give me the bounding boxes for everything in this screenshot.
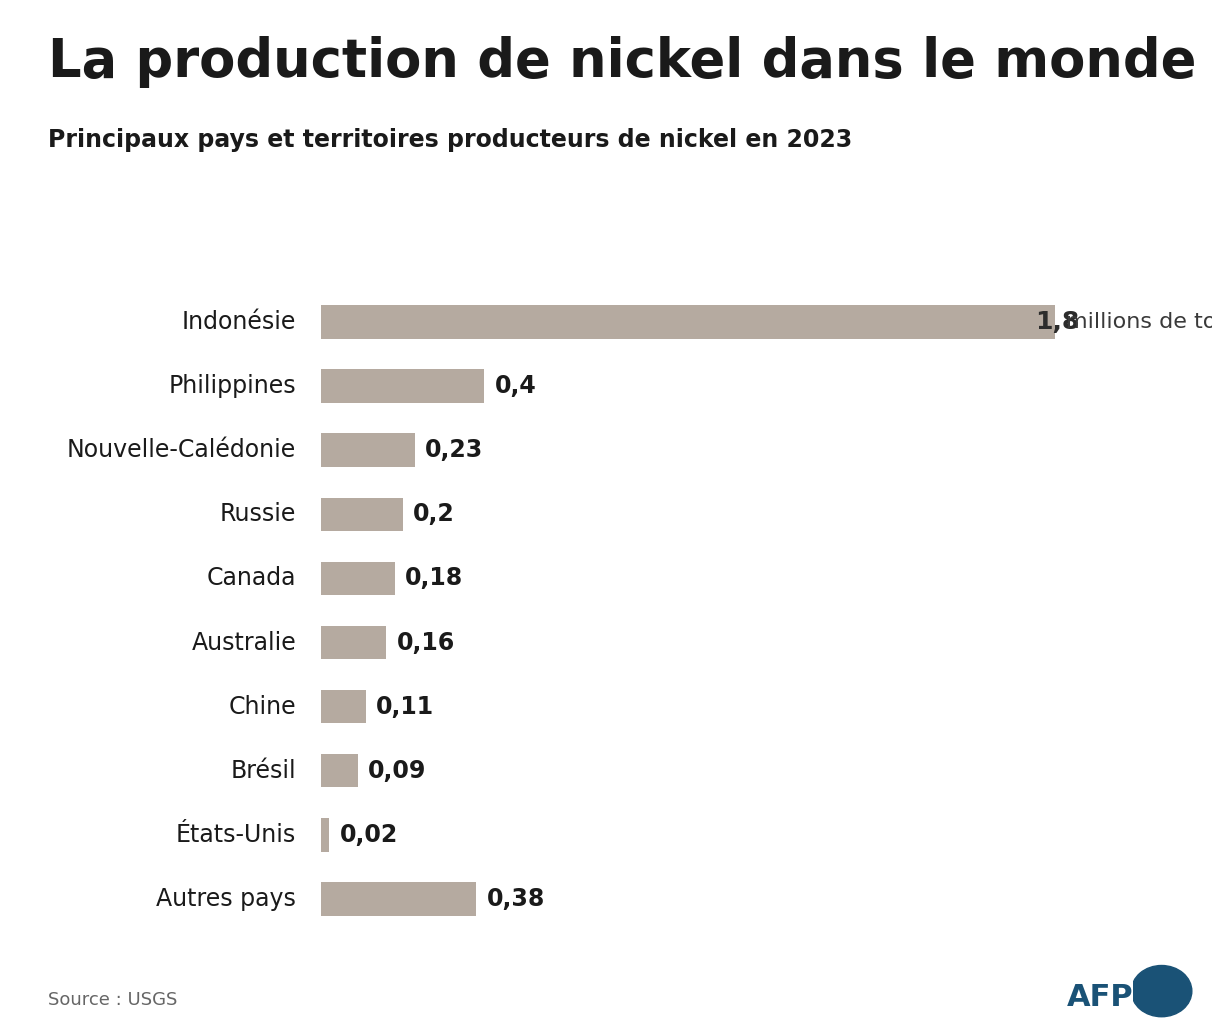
Text: 0,16: 0,16 — [396, 631, 454, 655]
Text: Indonésie: Indonésie — [182, 310, 296, 333]
Text: AFP: AFP — [1067, 983, 1133, 1012]
Bar — [321, 433, 415, 467]
Bar — [321, 562, 395, 595]
Bar — [321, 819, 330, 852]
Text: 0,2: 0,2 — [413, 503, 454, 526]
Text: Autres pays: Autres pays — [156, 887, 296, 911]
Bar — [321, 754, 358, 788]
Text: Principaux pays et territoires producteurs de nickel en 2023: Principaux pays et territoires producteu… — [48, 128, 853, 152]
Text: Philippines: Philippines — [168, 374, 296, 398]
Text: Source : USGS: Source : USGS — [48, 991, 178, 1010]
Text: 0,23: 0,23 — [425, 438, 484, 462]
Text: La production de nickel dans le monde: La production de nickel dans le monde — [48, 36, 1197, 88]
Text: Chine: Chine — [229, 695, 296, 718]
Bar — [321, 369, 485, 402]
Text: Canada: Canada — [206, 566, 296, 590]
Bar — [321, 498, 402, 531]
Text: Brésil: Brésil — [230, 759, 296, 783]
Text: 0,18: 0,18 — [405, 566, 463, 590]
Text: États-Unis: États-Unis — [176, 823, 296, 846]
Text: 0,38: 0,38 — [486, 887, 544, 911]
Text: 0,02: 0,02 — [339, 823, 398, 846]
Text: 1,8: 1,8 — [1035, 310, 1080, 333]
Text: millions de tonnes: millions de tonnes — [1065, 312, 1212, 331]
Circle shape — [1131, 965, 1191, 1017]
Bar — [321, 882, 476, 915]
Text: 0,11: 0,11 — [376, 695, 434, 718]
Bar — [321, 626, 387, 659]
Text: Russie: Russie — [219, 503, 296, 526]
Bar — [321, 689, 366, 723]
Text: Australie: Australie — [191, 631, 296, 655]
Text: Nouvelle-Calédonie: Nouvelle-Calédonie — [67, 438, 296, 462]
Bar — [321, 306, 1056, 339]
Text: 0,09: 0,09 — [368, 759, 427, 783]
Text: 0,4: 0,4 — [494, 374, 536, 398]
